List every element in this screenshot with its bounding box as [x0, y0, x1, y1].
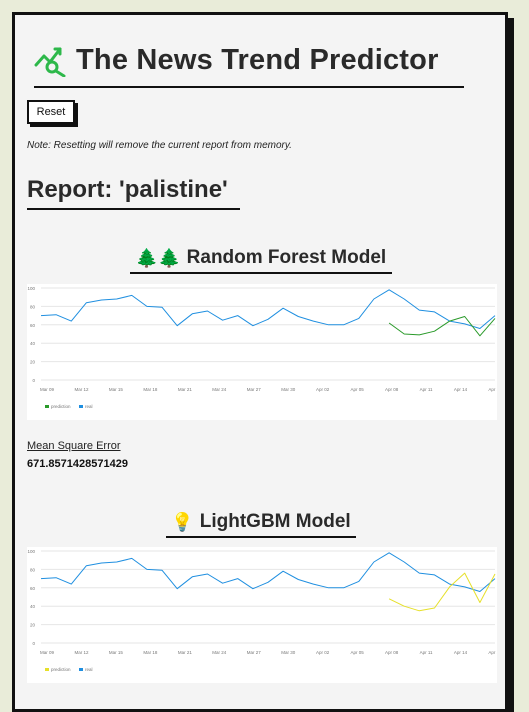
trend-search-icon [34, 47, 66, 77]
x-tick-label: Apr 08 [385, 387, 399, 392]
lgbm-model-heading: 💡 LightGBM Model [166, 508, 356, 538]
series-line-prediction [388, 316, 496, 337]
x-tick-label: Apr 05 [351, 650, 365, 655]
x-tick-label: Mar 09 [40, 650, 55, 655]
rf-model-heading: 🌲🌲 Random Forest Model [130, 244, 392, 274]
reset-button[interactable]: Reset [27, 100, 75, 124]
legend-label: real [85, 404, 93, 409]
series-line-real [40, 289, 496, 329]
x-tick-label: Mar 30 [281, 650, 296, 655]
y-tick-label: 80 [30, 567, 36, 572]
app-header: The News Trend Predictor [34, 34, 464, 88]
legend-swatch [79, 668, 83, 671]
x-tick-label: Apr 14 [454, 387, 468, 392]
legend-swatch [45, 668, 49, 671]
legend-swatch [45, 405, 49, 408]
y-tick-label: 20 [30, 623, 36, 628]
rf-chart: 100 80 60 40 20 0 Mar 09 Mar 12 Mar 15 Mar 18 Mar … [27, 284, 497, 420]
x-tick-label: Apr 08 [385, 650, 399, 655]
y-tick-label: 60 [30, 586, 36, 591]
legend-label: prediction [51, 667, 71, 672]
x-tick-label: Mar 21 [178, 650, 193, 655]
series-line-real [40, 552, 496, 592]
tree-icon: 🌲🌲 [135, 247, 181, 268]
x-tick-label: Mar 18 [143, 650, 158, 655]
rf-model-title: Random Forest Model [186, 247, 387, 268]
x-tick-label: Mar 12 [74, 387, 89, 392]
x-tick-label: Mar 09 [40, 387, 55, 392]
report-title: Report: 'palistine' [27, 176, 240, 210]
x-tick-label: Apr 02 [316, 387, 330, 392]
x-tick-label: Mar 12 [74, 650, 89, 655]
x-tick-label: Mar 24 [212, 650, 227, 655]
y-tick-label: 100 [27, 549, 35, 554]
x-tick-label: Apr 05 [351, 387, 365, 392]
chart-svg: 100 80 60 40 20 0 Mar 09 Mar 12 Mar 15 Mar 18 Mar … [27, 549, 497, 672]
chart-svg: 100 80 60 40 20 0 Mar 09 Mar 12 Mar 15 Mar 18 Mar … [27, 286, 497, 409]
y-tick-label: 100 [27, 286, 35, 291]
y-tick-label: 0 [32, 378, 35, 383]
x-tick-label: Apr 11 [420, 650, 433, 655]
series-line-prediction [388, 572, 496, 612]
x-tick-label: Mar 21 [178, 387, 193, 392]
x-tick-label: Apr 11 [420, 387, 433, 392]
x-tick-label: Mar 18 [143, 387, 158, 392]
x-tick-label: Apr 14 [454, 650, 468, 655]
page-title: The News Trend Predictor [76, 43, 439, 76]
lgbm-model-title: LightGBM Model [199, 511, 351, 532]
lightbulb-icon: 💡 [171, 511, 194, 532]
x-tick-label: Apr 02 [316, 650, 330, 655]
x-tick-label: Mar 24 [212, 387, 227, 392]
y-tick-label: 40 [30, 604, 36, 609]
y-tick-label: 80 [30, 304, 36, 309]
x-tick-label: Mar 27 [247, 387, 262, 392]
y-tick-label: 60 [30, 323, 36, 328]
lgbm-chart: 100 80 60 40 20 0 Mar 09 Mar 12 Mar 15 Mar 18 Mar … [27, 547, 497, 683]
x-tick-label: Mar 30 [281, 387, 296, 392]
y-tick-label: 40 [30, 341, 36, 346]
x-tick-label: Mar 15 [109, 650, 124, 655]
mse-value: 671.8571428571429 [27, 458, 128, 470]
reset-note: Note: Resetting will remove the current … [27, 140, 292, 151]
legend-label: prediction [51, 404, 71, 409]
x-tick-label: Mar 15 [109, 387, 124, 392]
x-tick-label: Mar 27 [247, 650, 262, 655]
x-tick-label: Apr 17 [488, 387, 497, 392]
legend-label: real [85, 667, 93, 672]
y-tick-label: 0 [32, 641, 35, 646]
x-tick-label: Apr 17 [488, 650, 497, 655]
legend-swatch [79, 405, 83, 408]
y-tick-label: 20 [30, 360, 36, 365]
mse-label: Mean Square Error [27, 440, 121, 452]
